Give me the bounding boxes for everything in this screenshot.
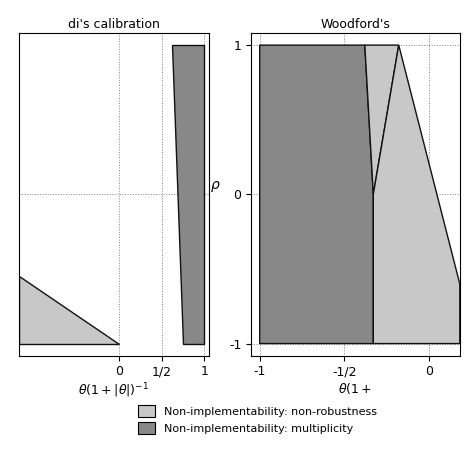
Polygon shape xyxy=(260,45,374,344)
Polygon shape xyxy=(365,45,399,194)
Title: di's calibration: di's calibration xyxy=(68,18,160,31)
X-axis label: $\theta(1+|\theta|)^{-1}$: $\theta(1+|\theta|)^{-1}$ xyxy=(78,381,149,400)
Polygon shape xyxy=(19,276,119,344)
Y-axis label: $\rho$: $\rho$ xyxy=(210,179,220,194)
Polygon shape xyxy=(172,45,204,344)
Legend: Non-implementability: non-robustness, Non-implementability: multiplicity: Non-implementability: non-robustness, No… xyxy=(138,405,377,434)
Title: Woodford's: Woodford's xyxy=(320,18,391,31)
Polygon shape xyxy=(374,45,460,344)
X-axis label: $\theta(1+$: $\theta(1+$ xyxy=(338,381,373,396)
